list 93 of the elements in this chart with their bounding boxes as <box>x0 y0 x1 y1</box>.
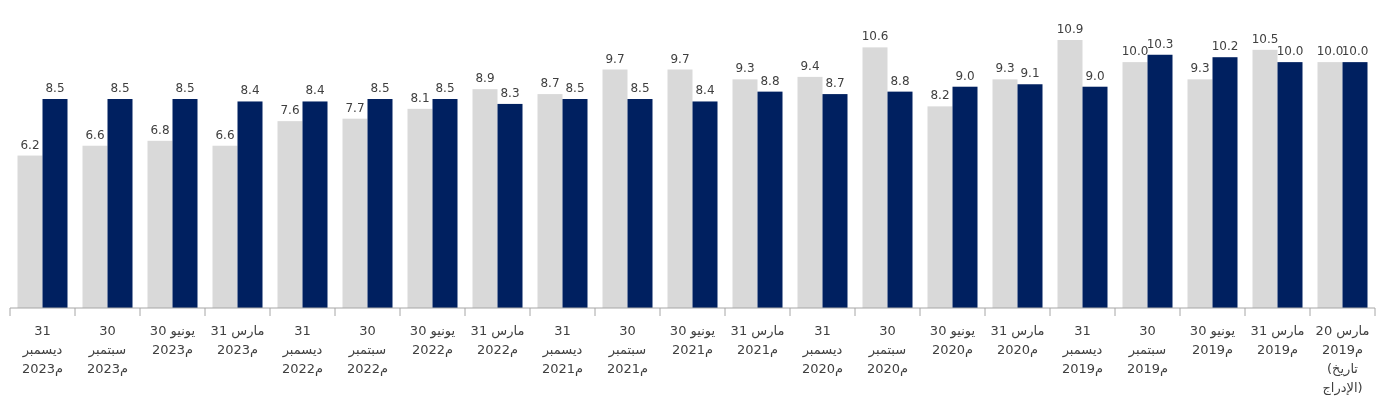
bar <box>667 69 693 308</box>
data-label: 8.5 <box>370 81 390 96</box>
data-label: 10.6 <box>861 29 889 44</box>
data-label: 8.4 <box>305 83 325 98</box>
x-tick-label: 30 يونيو 2020م <box>929 323 976 357</box>
bar <box>1277 62 1303 308</box>
x-tick-label: 31 مارس 2020م <box>990 323 1045 357</box>
x-tick-label: 31 مارس 2019م <box>1250 323 1305 357</box>
data-label: 9.7 <box>670 51 690 66</box>
data-label: 10.5 <box>1251 31 1279 46</box>
bar <box>627 99 653 308</box>
data-label: 9.4 <box>800 58 820 73</box>
bar <box>367 99 393 308</box>
bar <box>42 99 68 308</box>
bar <box>147 140 173 308</box>
data-label: 10.2 <box>1211 39 1239 54</box>
bar <box>1212 57 1238 308</box>
bar <box>172 99 198 308</box>
x-tick-label: 30 يونيو 2023م <box>149 323 196 357</box>
data-label: 6.8 <box>150 122 170 137</box>
bar <box>497 103 523 308</box>
x-tick-label: 30 يونيو 2019م <box>1189 323 1236 357</box>
bar <box>407 108 433 308</box>
x-tick-label: 31 مارس 2021م <box>730 323 785 357</box>
data-label: 6.6 <box>215 127 235 142</box>
x-tick-label: 20 مارس 2019م (تاريخ الإدراج) <box>1315 323 1370 396</box>
bar <box>107 99 133 308</box>
data-label: 8.5 <box>630 81 650 96</box>
data-label: 10.9 <box>1056 22 1084 36</box>
data-label: 8.5 <box>435 81 455 96</box>
bar <box>1082 86 1108 308</box>
bar <box>1187 79 1213 308</box>
data-label: 8.7 <box>825 76 845 91</box>
bar <box>757 91 783 308</box>
x-tick-label: 31 مارس 2023م <box>210 323 265 357</box>
data-label: 9.0 <box>955 68 975 83</box>
data-label: 8.8 <box>890 73 910 88</box>
bar <box>602 69 628 308</box>
data-label: 9.3 <box>995 61 1015 76</box>
data-label: 8.4 <box>695 83 715 98</box>
data-label: 7.7 <box>345 100 365 115</box>
data-label: 10.0 <box>1316 44 1344 59</box>
bar <box>302 101 328 308</box>
data-label: 6.2 <box>20 137 40 152</box>
bar <box>342 118 368 308</box>
bar <box>82 145 108 308</box>
bar <box>237 101 263 308</box>
data-label: 8.4 <box>240 83 260 98</box>
data-label: 7.6 <box>280 103 300 118</box>
data-label: 8.8 <box>760 73 780 88</box>
bar <box>927 106 953 308</box>
bar <box>1252 49 1278 308</box>
data-label: 10.0 <box>1121 44 1149 59</box>
data-label: 9.3 <box>735 61 755 76</box>
bar <box>1017 84 1043 308</box>
bar <box>17 155 43 308</box>
bar <box>472 89 498 308</box>
data-label: 8.5 <box>45 81 65 96</box>
bar <box>862 47 888 308</box>
bar <box>1317 62 1343 308</box>
data-label: 9.3 <box>1190 61 1210 76</box>
bar <box>952 86 978 308</box>
data-label: 8.3 <box>500 85 520 100</box>
bar <box>562 99 588 308</box>
bar <box>1122 62 1148 308</box>
data-label: 8.2 <box>930 88 950 103</box>
data-label: 10.0 <box>1276 44 1304 59</box>
bar <box>1342 62 1368 308</box>
bar <box>692 101 718 308</box>
data-label: 8.9 <box>475 71 495 86</box>
bar <box>797 76 823 308</box>
bar <box>1147 54 1173 308</box>
bar <box>992 79 1018 308</box>
data-label: 8.5 <box>175 81 195 96</box>
data-label: 8.1 <box>410 90 430 105</box>
data-label: 8.7 <box>540 76 560 91</box>
data-label: 9.1 <box>1020 66 1040 81</box>
bar <box>887 91 913 308</box>
x-tick-label: 31 مارس 2022م <box>470 323 525 357</box>
bar <box>277 121 303 308</box>
bar <box>1057 40 1083 308</box>
bar <box>432 99 458 308</box>
data-label: 9.7 <box>605 51 625 66</box>
x-tick-label: 30 يونيو 2021م <box>669 323 716 357</box>
x-tick-label: 30 يونيو 2022م <box>409 323 456 357</box>
bar <box>212 145 238 308</box>
bar <box>732 79 758 308</box>
bar <box>822 94 848 308</box>
bar <box>537 94 563 308</box>
data-label: 8.5 <box>110 81 130 96</box>
data-label: 8.5 <box>565 81 585 96</box>
data-label: 6.6 <box>85 127 105 142</box>
data-label: 9.0 <box>1085 68 1105 83</box>
